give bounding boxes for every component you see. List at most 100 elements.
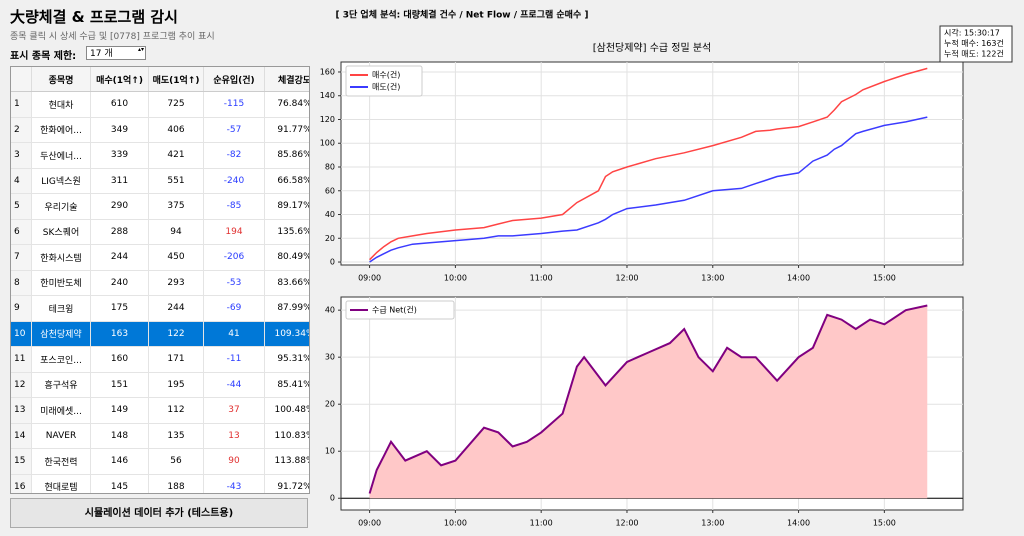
- x-tick-label: 12:00: [615, 519, 638, 528]
- cell: 288: [90, 219, 149, 245]
- cell: 76.84%: [264, 91, 309, 118]
- cell: 240: [90, 270, 149, 296]
- cell: 한화에어...: [31, 117, 91, 143]
- header-cell: [11, 67, 32, 92]
- limit-select[interactable]: 17 개: [86, 46, 146, 60]
- y-tick-label: 160: [320, 67, 335, 76]
- cell: -53: [203, 270, 265, 296]
- cell: 311: [90, 168, 149, 194]
- stock-row[interactable]: 6 SK스퀘어 288 94 194 135.6%: [11, 219, 309, 245]
- stock-row[interactable]: 3 두산에너... 339 421 -82 85.86%: [11, 142, 309, 169]
- y-tick-label: 100: [320, 139, 335, 148]
- y-tick-label: 20: [325, 400, 335, 409]
- cell: 미래에셋...: [31, 397, 91, 424]
- cell: 현대로템: [31, 474, 91, 493]
- y-tick-label: 120: [320, 115, 335, 124]
- y-tick-label: 20: [325, 234, 335, 243]
- y-tick-label: 0: [330, 258, 335, 267]
- legend-label: 수급 Net(건): [372, 305, 417, 315]
- stock-row[interactable]: 12 흥구석유 151 195 -44 85.41%: [11, 372, 309, 398]
- cell: 한화시스템: [31, 244, 91, 271]
- add-sim-button[interactable]: 시뮬레이션 데이터 추가 (테스트용): [10, 498, 308, 528]
- table: 종목명 매수(1억↑) 매도(1억↑) 순유입(건) 체결강도 1 현대차 610 725 -11…: [11, 67, 309, 493]
- cell: 293: [148, 270, 204, 296]
- tooltip-line: 누적 매수: 163건: [944, 38, 1004, 48]
- cell: 149: [90, 397, 149, 424]
- row-index: 12: [11, 372, 32, 398]
- stock-row[interactable]: 8 한미반도체 240 293 -53 83.66%: [11, 270, 309, 296]
- cell: 135.6%: [264, 219, 309, 245]
- analysis-header: [ 3단 업체 분석: 대량체결 건수 / Net Flow / 프로그램 순매…: [336, 9, 589, 21]
- cell: 41: [203, 321, 265, 347]
- cell: 83.66%: [264, 270, 309, 296]
- legend-label: 매수(건): [372, 70, 400, 80]
- stock-row[interactable]: 7 한화시스템 244 450 -206 80.49%: [11, 244, 309, 271]
- row-index: 4: [11, 168, 32, 194]
- x-tick-label: 14:00: [787, 519, 810, 528]
- cell: 85.41%: [264, 372, 309, 398]
- cell: 110.83%: [264, 423, 309, 449]
- cell: -206: [203, 244, 265, 271]
- cell: 135: [148, 423, 204, 449]
- cell: 339: [90, 142, 149, 169]
- cell: 290: [90, 193, 149, 220]
- cell: 195: [148, 372, 204, 398]
- cell: 551: [148, 168, 204, 194]
- stock-row[interactable]: 1 현대차 610 725 -115 76.84%: [11, 91, 309, 118]
- stock-row[interactable]: 9 테크윙 175 244 -69 87.99%: [11, 295, 309, 322]
- cell: 171: [148, 346, 204, 373]
- y-tick-label: 40: [325, 306, 335, 315]
- stock-row[interactable]: 4 LIG넥스원 311 551 -240 66.58%: [11, 168, 309, 194]
- cell: 244: [148, 295, 204, 322]
- tooltip-line: 시각: 15:30:17: [944, 28, 1000, 38]
- row-index: 13: [11, 397, 32, 424]
- row-index: 10: [11, 321, 32, 347]
- stock-row[interactable]: 11 포스코인... 160 171 -11 95.31%: [11, 346, 309, 373]
- cell: -57: [203, 117, 265, 143]
- cell: 194: [203, 219, 265, 245]
- cell: -115: [203, 91, 265, 118]
- x-tick-label: 15:00: [873, 274, 896, 283]
- cell: 421: [148, 142, 204, 169]
- cell: 610: [90, 91, 149, 118]
- cell: 160: [90, 346, 149, 373]
- header-row: 종목명 매수(1억↑) 매도(1억↑) 순유입(건) 체결강도: [11, 67, 309, 92]
- stock-row[interactable]: 16 현대로템 145 188 -43 91.72%: [11, 474, 309, 493]
- cell: 포스코인...: [31, 346, 91, 373]
- cell: 406: [148, 117, 204, 143]
- cell: -69: [203, 295, 265, 322]
- cell: 175: [90, 295, 149, 322]
- cell: 56: [148, 448, 204, 475]
- x-tick-label: 09:00: [358, 274, 381, 283]
- cell: 122: [148, 321, 204, 347]
- cell: 163: [90, 321, 149, 347]
- cell: 한미반도체: [31, 270, 91, 296]
- cell: 한국전력: [31, 448, 91, 475]
- cell: 375: [148, 193, 204, 220]
- series-line: [368, 304, 928, 494]
- row-index: 9: [11, 295, 32, 322]
- cell: 90: [203, 448, 265, 475]
- cell: 95.31%: [264, 346, 309, 373]
- cell: -11: [203, 346, 265, 373]
- area-fill: [369, 305, 928, 499]
- x-tick-label: 10:00: [444, 274, 467, 283]
- stock-row[interactable]: 5 우리기술 290 375 -85 89.17%: [11, 193, 309, 220]
- row-index: 14: [11, 423, 32, 449]
- cell: -240: [203, 168, 265, 194]
- row-index: 2: [11, 117, 32, 143]
- cell: 725: [148, 91, 204, 118]
- cell: 450: [148, 244, 204, 271]
- left-panel: 大량체결 & 프로그램 감시 종목 클릭 시 상세 수급 및 [0778] 프로…: [0, 0, 318, 536]
- x-tick-label: 15:00: [873, 519, 896, 528]
- stock-row[interactable]: 2 한화에어... 349 406 -57 91.77%: [11, 117, 309, 143]
- tooltip-box: [939, 25, 1013, 63]
- x-tick-label: 14:00: [787, 274, 810, 283]
- cell: -43: [203, 474, 265, 493]
- header-cell: 매수(1억↑): [90, 67, 149, 92]
